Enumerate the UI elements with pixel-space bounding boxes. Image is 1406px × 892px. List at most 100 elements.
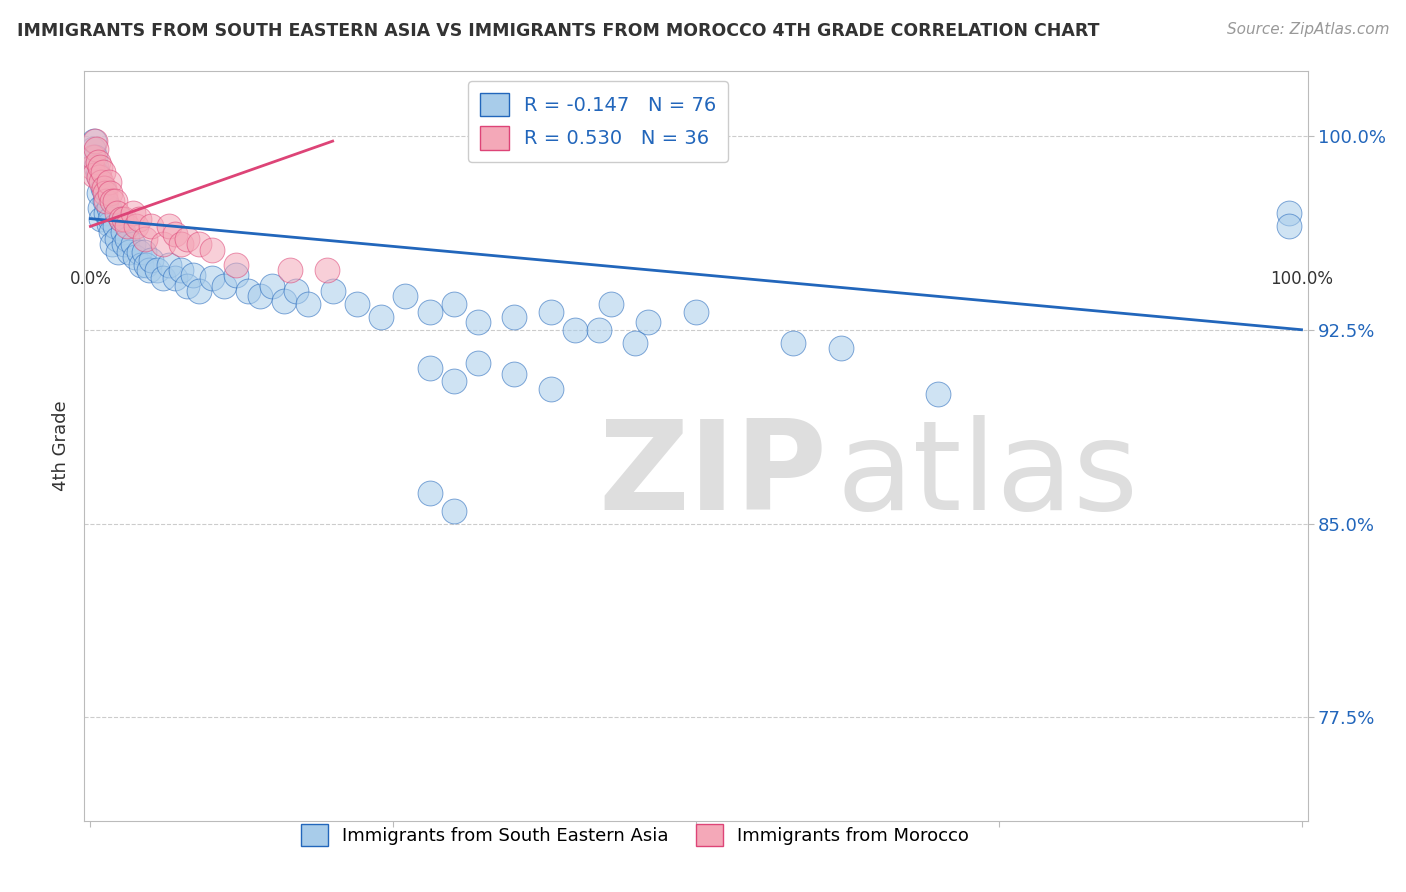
Point xyxy=(262,278,284,293)
Point xyxy=(165,271,187,285)
Point xyxy=(188,237,211,252)
Point xyxy=(152,271,174,285)
Point xyxy=(84,150,107,164)
Point xyxy=(97,176,120,190)
Point xyxy=(115,232,138,246)
Point xyxy=(503,367,526,381)
Point xyxy=(82,142,104,156)
Point xyxy=(83,134,105,148)
Point xyxy=(139,252,162,267)
Point xyxy=(418,304,440,318)
Point xyxy=(564,323,586,337)
Text: ZIP: ZIP xyxy=(598,416,827,536)
Point xyxy=(315,263,337,277)
Point xyxy=(101,237,124,252)
Point xyxy=(98,211,121,226)
Point xyxy=(183,268,205,283)
Point xyxy=(112,237,135,252)
Point xyxy=(152,237,174,252)
Point xyxy=(443,503,465,517)
Point xyxy=(89,160,111,174)
Point xyxy=(83,168,105,182)
Point xyxy=(146,263,169,277)
Point xyxy=(139,219,162,234)
Point xyxy=(91,165,114,179)
Point xyxy=(176,278,198,293)
Point xyxy=(285,284,308,298)
Point xyxy=(86,168,108,182)
Legend: Immigrants from South Eastern Asia, Immigrants from Morocco: Immigrants from South Eastern Asia, Immi… xyxy=(294,816,976,853)
Point xyxy=(96,206,118,220)
Point xyxy=(278,263,301,277)
Point xyxy=(87,186,110,200)
Point xyxy=(112,211,135,226)
Point xyxy=(624,335,647,350)
Point xyxy=(104,219,127,234)
Point xyxy=(157,258,180,272)
Point xyxy=(418,485,440,500)
Point xyxy=(90,211,112,226)
Point xyxy=(97,217,120,231)
Point xyxy=(249,289,271,303)
Point xyxy=(80,160,103,174)
Point xyxy=(129,258,152,272)
Point xyxy=(128,211,150,226)
Point xyxy=(170,263,193,277)
Point xyxy=(1278,206,1301,220)
Point xyxy=(115,219,138,234)
Point xyxy=(94,194,117,208)
Point xyxy=(1278,219,1301,234)
Point xyxy=(503,310,526,324)
Point xyxy=(346,297,368,311)
Point xyxy=(105,232,128,246)
Point xyxy=(540,382,562,396)
Point xyxy=(138,263,160,277)
Point xyxy=(394,289,416,303)
Point xyxy=(93,180,115,194)
Point xyxy=(188,284,211,298)
Point xyxy=(110,211,132,226)
Point xyxy=(467,356,489,370)
Point xyxy=(100,225,122,239)
Point xyxy=(97,202,120,216)
Point xyxy=(89,202,111,216)
Point xyxy=(86,142,108,156)
Point xyxy=(124,251,146,265)
Point xyxy=(200,243,222,257)
Point xyxy=(176,232,198,246)
Point xyxy=(443,375,465,389)
Point xyxy=(540,304,562,318)
Point xyxy=(418,361,440,376)
Point xyxy=(685,304,707,318)
Point xyxy=(165,227,187,241)
Point xyxy=(212,278,235,293)
Point xyxy=(90,176,112,190)
Point xyxy=(588,323,610,337)
Point xyxy=(121,206,143,220)
Text: atlas: atlas xyxy=(837,416,1139,536)
Text: 100.0%: 100.0% xyxy=(1270,270,1333,288)
Y-axis label: 4th Grade: 4th Grade xyxy=(52,401,70,491)
Text: IMMIGRANTS FROM SOUTH EASTERN ASIA VS IMMIGRANTS FROM MOROCCO 4TH GRADE CORRELAT: IMMIGRANTS FROM SOUTH EASTERN ASIA VS IM… xyxy=(17,22,1099,40)
Point xyxy=(135,258,157,272)
Point xyxy=(96,194,118,208)
Point xyxy=(84,134,107,148)
Point xyxy=(322,284,344,298)
Point xyxy=(236,284,259,298)
Point xyxy=(200,271,222,285)
Point xyxy=(134,232,156,246)
Point xyxy=(273,294,295,309)
Point xyxy=(110,211,132,226)
Point xyxy=(467,315,489,329)
Point xyxy=(82,150,104,164)
Point xyxy=(98,186,121,200)
Point xyxy=(112,225,135,239)
Point xyxy=(86,154,108,169)
Point xyxy=(86,160,108,174)
Point xyxy=(107,245,129,260)
Point xyxy=(101,194,124,208)
Point xyxy=(91,180,114,194)
Point xyxy=(637,315,659,329)
Point xyxy=(370,310,392,324)
Point xyxy=(927,387,949,401)
